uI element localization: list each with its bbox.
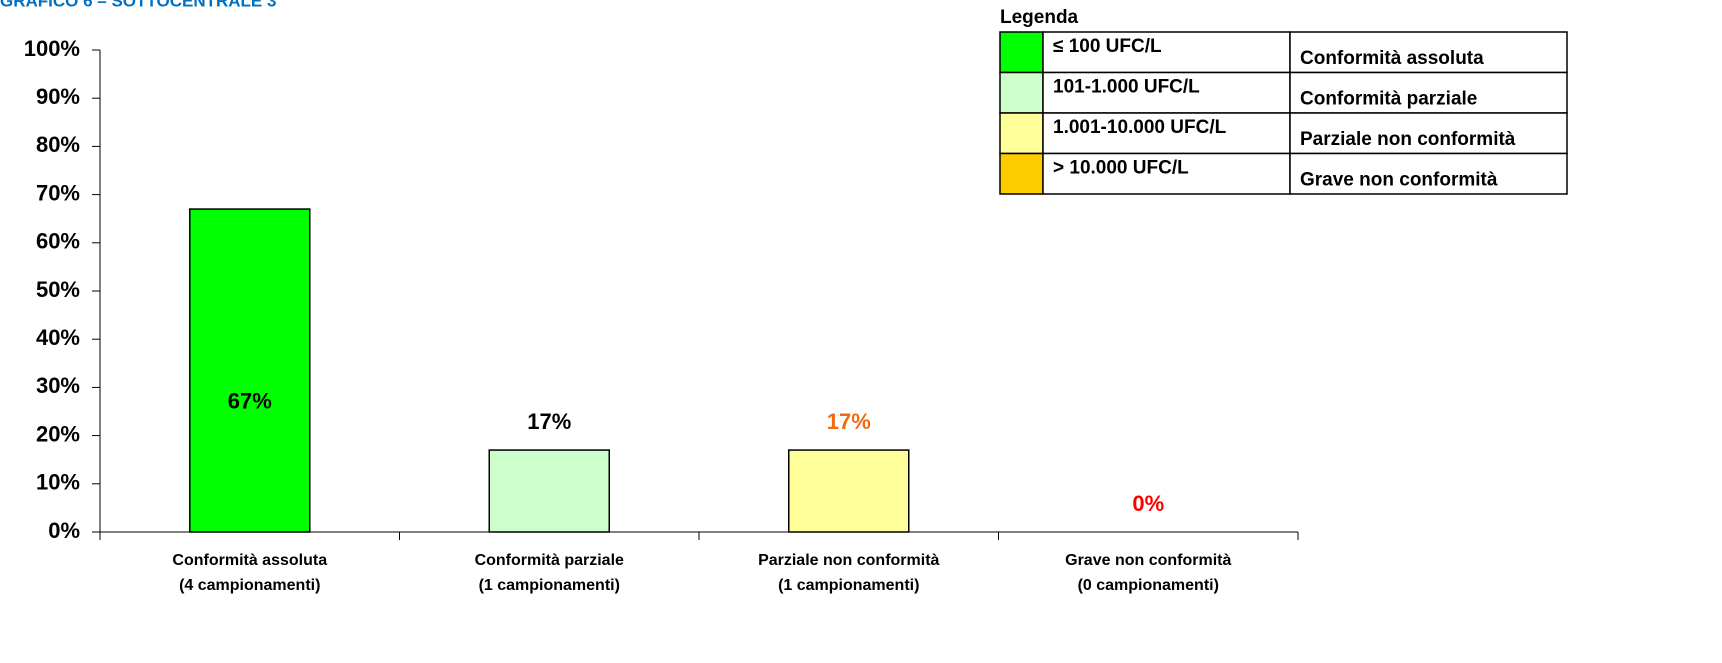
- x-tick-label: (0 campionamenti): [1078, 577, 1219, 594]
- x-tick-label: Grave non conformità: [1065, 552, 1231, 569]
- legend-label: Grave non conformità: [1300, 170, 1498, 191]
- y-tick-label: 90%: [36, 84, 80, 109]
- bar: [488, 449, 610, 533]
- x-tick-label: Parziale non conformità: [758, 552, 939, 569]
- x-tick-label: (1 campionamenti): [479, 577, 620, 594]
- y-tick-label: 50%: [36, 277, 80, 302]
- data-label: 17%: [527, 409, 571, 434]
- x-tick-label: Conformità assoluta: [172, 552, 327, 569]
- legend-swatch: [999, 152, 1044, 195]
- legend-cell: [1289, 31, 1568, 74]
- legend-label: Conformità assoluta: [1300, 48, 1484, 69]
- legend-range: ≤ 100 UFC/L: [1053, 36, 1162, 57]
- legend-range: 1.001-10.000 UFC/L: [1053, 117, 1227, 138]
- legend-swatch: [999, 31, 1044, 74]
- data-label: 17%: [827, 409, 871, 434]
- bar: [788, 449, 910, 533]
- data-label: 0%: [1132, 491, 1164, 516]
- y-tick-label: 10%: [36, 470, 80, 495]
- legend-cell: [1289, 71, 1568, 114]
- legend-range: 101-1.000 UFC/L: [1053, 77, 1200, 98]
- legend-title: Legenda: [1000, 7, 1079, 28]
- y-tick-label: 40%: [36, 325, 80, 350]
- y-tick-label: 20%: [36, 421, 80, 446]
- x-tick-label: Conformità parziale: [475, 552, 624, 569]
- data-label: 67%: [228, 389, 272, 414]
- y-tick-label: 100%: [24, 36, 80, 61]
- y-tick-label: 70%: [36, 180, 80, 205]
- legend-label: Parziale non conformità: [1300, 129, 1516, 150]
- y-tick-label: 80%: [36, 132, 80, 157]
- x-tick-label: (1 campionamenti): [778, 577, 919, 594]
- legend-swatch: [999, 112, 1044, 155]
- legend-range: > 10.000 UFC/L: [1053, 158, 1189, 179]
- bar: [189, 208, 311, 533]
- legend-cell: [1289, 152, 1568, 195]
- legend-swatch: [999, 71, 1044, 114]
- chart-title: GRAFICO 6 – SOTTOCENTRALE 3: [0, 0, 276, 10]
- y-tick-label: 0%: [48, 518, 80, 543]
- y-tick-label: 30%: [36, 373, 80, 398]
- legend-cell: [1289, 112, 1568, 155]
- x-tick-label: (4 campionamenti): [179, 577, 320, 594]
- y-tick-label: 60%: [36, 229, 80, 254]
- legend-label: Conformità parziale: [1300, 89, 1477, 110]
